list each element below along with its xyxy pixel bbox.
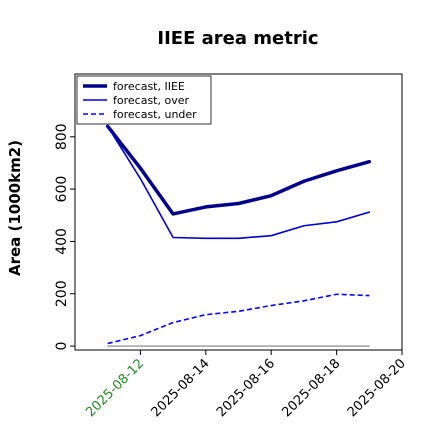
y-axis-label: Area (1000km2) bbox=[6, 140, 24, 276]
y-tick-label: 800 bbox=[54, 123, 70, 150]
x-tick-label: 2025-08-12 bbox=[83, 356, 147, 420]
y-tick-label: 0 bbox=[54, 342, 70, 351]
chart-title: IIEE area metric bbox=[157, 28, 318, 49]
x-tick-label: 2025-08-20 bbox=[345, 356, 409, 420]
y-tick-label: 200 bbox=[54, 280, 70, 307]
series-line-3 bbox=[107, 293, 370, 345]
legend-label: forecast, over bbox=[113, 94, 189, 107]
legend-label: forecast, under bbox=[113, 108, 197, 121]
x-tick-label: 2025-08-18 bbox=[279, 356, 343, 420]
series-line-1 bbox=[105, 124, 372, 216]
series-layer bbox=[105, 124, 372, 347]
series-line-2 bbox=[106, 125, 371, 240]
x-tick-label: 2025-08-16 bbox=[214, 356, 278, 420]
legend-label: forecast, IIEE bbox=[113, 80, 185, 93]
y-tick-label: 600 bbox=[54, 176, 70, 203]
y-tick-label: 400 bbox=[54, 228, 70, 255]
plot-frame bbox=[74, 73, 403, 351]
x-tick-label: 2025-08-14 bbox=[149, 356, 213, 420]
